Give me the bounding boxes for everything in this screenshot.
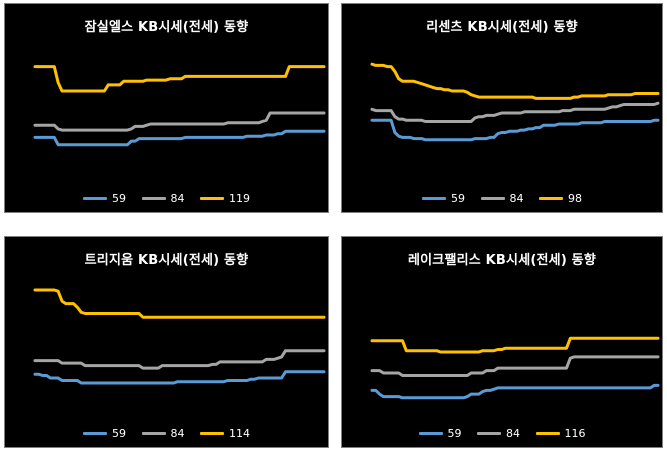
series-line-59 <box>33 370 326 385</box>
legend-swatch <box>141 197 166 200</box>
legend-label: 84 <box>509 192 524 205</box>
series-line-84 <box>370 355 660 377</box>
chart-title: 트리지움 KB시세(전세) 동향 <box>84 253 249 268</box>
series-line-84 <box>370 101 660 123</box>
legend-item-84: 84 <box>480 192 524 205</box>
legend-item-59: 59 <box>418 427 462 440</box>
chart-panel-ricenz: 리센츠 KB시세(전세) 동향 59 84 98 <box>341 3 663 213</box>
chart-legend: 59 84 114 <box>5 425 328 440</box>
legend-item-large: 119 <box>200 192 250 205</box>
legend-label: 59 <box>112 192 126 205</box>
legend-item-59: 59 <box>83 427 126 440</box>
legend-swatch <box>418 432 443 435</box>
legend-item-84: 84 <box>477 427 520 440</box>
legend-swatch <box>422 197 446 200</box>
legend-swatch <box>141 432 166 435</box>
chart-panel-lakepalace: 레이크팰리스 KB시세(전세) 동향 59 84 116 <box>341 236 663 448</box>
series-line-98 <box>370 62 660 100</box>
legend-item-large: 116 <box>535 427 586 440</box>
chart-plot <box>33 288 326 385</box>
chart-legend: 59 84 98 <box>342 190 662 205</box>
legend-label: 84 <box>170 427 185 440</box>
series-line-59 <box>370 383 660 400</box>
legend-item-59: 59 <box>83 192 126 205</box>
legend-item-large: 98 <box>539 192 582 205</box>
series-line-84 <box>33 349 326 370</box>
legend-swatch <box>83 432 107 435</box>
legend-item-59: 59 <box>422 192 465 205</box>
legend-label: 98 <box>568 192 582 205</box>
legend-item-84: 84 <box>141 427 185 440</box>
legend-swatch <box>539 197 563 200</box>
legend-label: 59 <box>112 427 126 440</box>
legend-label: 84 <box>506 427 520 440</box>
series-line-114 <box>33 288 326 319</box>
chart-panel-jamsil-els: 잠실엘스 KB시세(전세) 동향 59 84 119 <box>4 3 329 213</box>
series-line-116 <box>370 336 660 354</box>
legend-label: 59 <box>447 427 462 440</box>
legend-swatch <box>200 197 224 200</box>
legend-label: 84 <box>170 192 185 205</box>
legend-swatch <box>83 197 107 200</box>
legend-label: 116 <box>564 427 586 440</box>
series-line-59 <box>370 118 660 142</box>
chart-title: 레이크팰리스 KB시세(전세) 동향 <box>407 253 597 268</box>
chart-panel-trizium: 트리지움 KB시세(전세) 동향 59 84 114 <box>4 236 329 448</box>
legend-swatch <box>535 432 560 435</box>
legend-label: 114 <box>229 427 250 440</box>
chart-plot <box>33 65 326 147</box>
series-line-119 <box>33 65 326 93</box>
chart-legend: 59 84 119 <box>5 190 328 205</box>
chart-title: 잠실엘스 KB시세(전세) 동향 <box>84 20 249 35</box>
legend-item-large: 114 <box>200 427 250 440</box>
legend-swatch <box>200 432 224 435</box>
legend-item-84: 84 <box>141 192 185 205</box>
legend-swatch <box>480 197 505 200</box>
series-line-84 <box>33 111 326 132</box>
chart-legend: 59 84 116 <box>342 425 662 440</box>
chart-plot <box>370 336 660 400</box>
legend-label: 119 <box>229 192 250 205</box>
legend-swatch <box>477 432 501 435</box>
chart-title: 리센츠 KB시세(전세) 동향 <box>426 20 578 35</box>
series-line-59 <box>33 129 326 147</box>
legend-label: 59 <box>451 192 465 205</box>
chart-plot <box>370 62 660 142</box>
